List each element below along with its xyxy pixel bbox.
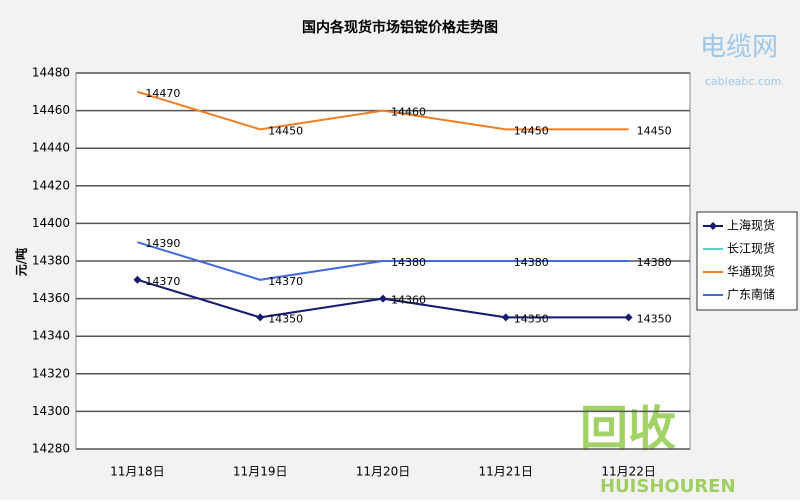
legend-label: 广东南储 xyxy=(727,287,775,302)
x-tick-label: 11月20日 xyxy=(356,465,411,479)
x-tick-label: 11月18日 xyxy=(110,465,165,479)
legend-label: 上海现货 xyxy=(727,218,775,233)
watermark: 电缆网 xyxy=(700,33,778,63)
data-label: 14370 xyxy=(268,275,303,288)
legend-label: 长江现货 xyxy=(727,241,775,256)
y-tick-label: 14340 xyxy=(32,329,70,343)
data-label: 14450 xyxy=(268,124,303,137)
data-label: 14380 xyxy=(637,256,672,269)
series-line xyxy=(137,90,629,131)
data-label: 14380 xyxy=(514,256,549,269)
legend-marker xyxy=(709,222,717,230)
data-label: 14460 xyxy=(391,106,426,119)
series-line xyxy=(137,241,629,281)
data-label: 14450 xyxy=(637,124,672,137)
y-tick-label: 14460 xyxy=(32,103,70,117)
watermark: HUISHOUREN xyxy=(600,476,736,497)
data-label: 14370 xyxy=(145,275,180,288)
point-marker xyxy=(133,275,142,284)
data-label: 14450 xyxy=(514,124,549,137)
chart-title: 国内各现货市场铝锭价格走势图 xyxy=(302,19,498,36)
x-tick-label: 11月22日 xyxy=(601,465,656,479)
y-tick-label: 14320 xyxy=(32,366,70,380)
y-tick-label: 14360 xyxy=(32,291,70,305)
point-marker xyxy=(256,313,265,322)
watermark: 回收 xyxy=(580,401,676,457)
x-tick-label: 11月21日 xyxy=(479,465,534,479)
data-label: 14360 xyxy=(391,294,426,307)
x-tick-label: 11月19日 xyxy=(233,465,288,479)
data-label: 14470 xyxy=(145,87,180,100)
point-marker xyxy=(501,313,510,322)
data-label: 14390 xyxy=(145,237,180,250)
point-marker xyxy=(624,313,633,322)
data-label: 14350 xyxy=(514,312,549,325)
y-axis-label: 元/吨 xyxy=(14,248,29,276)
y-tick-label: 14400 xyxy=(32,216,70,230)
data-label: 14380 xyxy=(391,256,426,269)
y-tick-label: 14480 xyxy=(32,66,70,80)
y-tick-label: 14280 xyxy=(32,442,70,456)
y-tick-label: 14300 xyxy=(32,404,70,418)
data-label: 14350 xyxy=(637,312,672,325)
y-tick-label: 14440 xyxy=(32,141,70,155)
y-tick-label: 14380 xyxy=(32,254,70,268)
y-tick-label: 14420 xyxy=(32,178,70,192)
point-marker xyxy=(379,294,387,303)
data-label: 14350 xyxy=(268,312,303,325)
legend-label: 华通现货 xyxy=(727,264,775,279)
watermark: cableabc.com xyxy=(705,75,781,88)
